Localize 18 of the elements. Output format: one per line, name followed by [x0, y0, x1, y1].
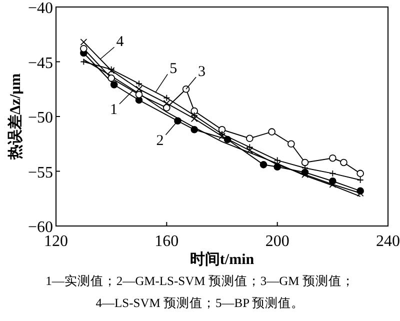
y-tick-label: −45: [28, 54, 53, 72]
legend-label: 1: [110, 102, 118, 118]
x-axis-title: 时间t/min: [190, 251, 255, 268]
text: 1—实测值；2—GM-LS-SVM 预测值；3—GM 预测值；: [46, 274, 354, 288]
y-tick-label: −55: [28, 164, 53, 182]
x-tick-label: 200: [265, 233, 290, 250]
text: 4—LS-SVM 预测值；5—BP 预测值。: [96, 296, 304, 310]
y-tick-label: −60: [28, 219, 53, 236]
series-label: 5: [170, 61, 178, 78]
y-tick-label: −40: [28, 0, 53, 17]
y-tick-label: −50: [28, 110, 53, 126]
series-label: 3: [198, 64, 206, 80]
x-tick-label: 240: [376, 233, 400, 250]
x-tick-label: 120: [44, 233, 68, 250]
legend-label: 2: [156, 132, 164, 149]
x-tick-label: 160: [154, 233, 179, 250]
y-axis-title: 热误差Δz/μm: [7, 72, 24, 161]
series-label: 4: [116, 34, 124, 50]
